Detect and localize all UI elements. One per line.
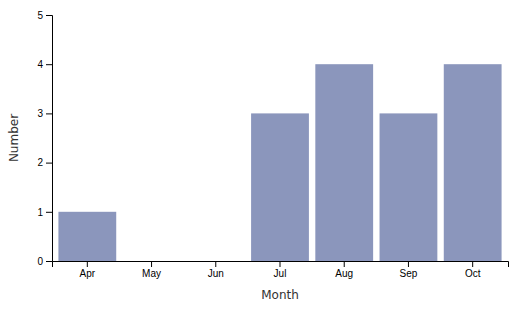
- y-axis: 0 1 2 3 4 5: [37, 10, 52, 267]
- bars: [58, 64, 501, 261]
- y-tick: 0: [37, 256, 52, 267]
- y-tick-mark: [46, 15, 52, 16]
- x-tick-label: Sep: [400, 268, 418, 279]
- bar: [123, 261, 181, 262]
- x-tick-label: Apr: [80, 268, 96, 279]
- y-tick-label: 1: [37, 207, 43, 218]
- bar: [58, 212, 116, 261]
- y-tick: 2: [37, 157, 52, 168]
- y-tick: 4: [37, 59, 52, 70]
- x-tick-label: Jun: [208, 268, 224, 279]
- y-tick-mark: [46, 113, 52, 114]
- x-axis-line: [53, 262, 509, 268]
- x-tick: Jul: [274, 261, 287, 279]
- x-tick: Aug: [335, 261, 353, 279]
- x-tick-mark: [344, 261, 345, 267]
- x-tick-label: Oct: [465, 268, 481, 279]
- x-tick: Oct: [465, 261, 481, 279]
- x-tick: Apr: [80, 261, 96, 279]
- y-tick-label: 4: [37, 59, 43, 70]
- y-tick: 5: [37, 10, 52, 21]
- y-tick-mark: [46, 261, 52, 262]
- x-tick-label: Jul: [274, 268, 287, 279]
- y-tick-label: 0: [37, 256, 43, 267]
- chart: Apr May Jun Jul Aug Sep Oct 0 1 2 3 4 5 Month Number: [0, 0, 523, 309]
- y-tick-label: 2: [37, 157, 43, 168]
- y-axis-line: [46, 16, 53, 262]
- x-axis-title: Month: [261, 288, 299, 302]
- y-tick-label: 3: [37, 108, 43, 119]
- x-tick-mark: [87, 261, 88, 267]
- y-tick-mark: [46, 212, 52, 213]
- x-axis: Apr May Jun Jul Aug Sep Oct: [53, 261, 509, 279]
- x-tick-mark: [472, 261, 473, 267]
- x-tick-mark: [151, 261, 152, 267]
- x-tick: May: [142, 261, 161, 279]
- bar: [187, 261, 245, 262]
- x-tick: Sep: [400, 261, 418, 279]
- y-tick: 3: [37, 108, 52, 119]
- y-axis-title: Number: [7, 114, 21, 162]
- x-tick-label: May: [142, 268, 161, 279]
- y-tick: 1: [37, 207, 52, 218]
- bar: [251, 113, 309, 261]
- x-tick: Jun: [208, 261, 224, 279]
- bar: [380, 113, 438, 261]
- x-tick-mark: [408, 261, 409, 267]
- bar: [315, 64, 373, 261]
- x-tick-label: Aug: [335, 268, 353, 279]
- y-tick-label: 5: [37, 10, 43, 21]
- x-tick-mark: [215, 261, 216, 267]
- y-tick-mark: [46, 64, 52, 65]
- y-tick-mark: [46, 163, 52, 164]
- plot-area: Apr May Jun Jul Aug Sep Oct 0 1 2 3 4 5: [37, 10, 508, 279]
- bar: [444, 64, 502, 261]
- x-tick-mark: [280, 261, 281, 267]
